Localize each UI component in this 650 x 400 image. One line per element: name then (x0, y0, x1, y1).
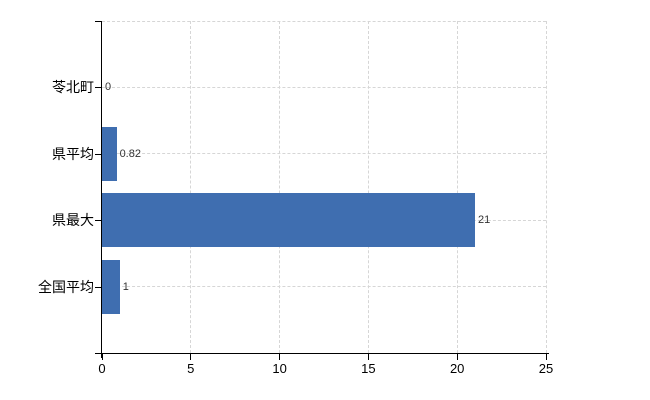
bar-県平均 (102, 126, 117, 181)
x-tick-label: 0 (98, 361, 106, 376)
value-label: 1 (122, 280, 129, 293)
x-tick-label: 25 (538, 361, 554, 376)
gridline-horizontal (102, 286, 546, 288)
x-tick-label: 15 (361, 361, 376, 376)
y-axis-tick (95, 220, 102, 222)
bar-県最大 (102, 193, 475, 248)
value-label: 21 (477, 214, 491, 227)
x-tick-label: 10 (272, 361, 287, 376)
gridline-vertical (456, 21, 458, 353)
y-axis (101, 21, 102, 358)
gridline-vertical (545, 21, 547, 353)
plot-top-border (102, 20, 546, 22)
gridline-vertical (279, 21, 281, 353)
x-axis-tick (190, 354, 192, 360)
y-axis-tick (95, 87, 102, 89)
category-label-県平均: 県平均 (52, 145, 94, 162)
x-axis-tick (456, 354, 458, 360)
x-axis-tick (101, 354, 103, 360)
gridline-horizontal (102, 153, 546, 155)
gridline-vertical (190, 21, 192, 353)
gridline-horizontal (102, 86, 546, 88)
y-axis-tick (95, 286, 102, 288)
value-label: 0 (105, 81, 112, 94)
bar-全国平均 (102, 259, 120, 314)
x-tick-label: 20 (449, 361, 465, 376)
category-label-苓北町: 苓北町 (52, 79, 94, 96)
category-label-全国平均: 全国平均 (38, 278, 94, 295)
category-label-県最大: 県最大 (52, 212, 94, 229)
x-tick-label: 5 (187, 361, 195, 376)
x-axis-tick (545, 354, 547, 360)
x-axis (95, 353, 549, 354)
x-axis-tick (279, 354, 281, 360)
y-axis-end-tick (95, 21, 102, 22)
value-label: 0.82 (119, 147, 141, 160)
y-axis-tick (95, 153, 102, 155)
gridline-vertical (367, 21, 369, 353)
x-axis-tick (367, 354, 369, 360)
